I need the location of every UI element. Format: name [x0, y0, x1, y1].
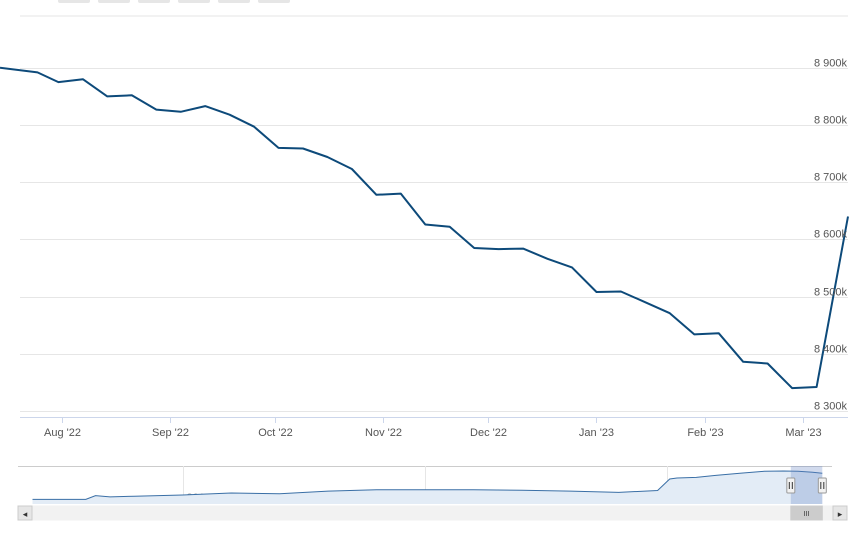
x-tick-label: Feb '23 [687, 427, 723, 439]
navigator-left-handle[interactable] [786, 477, 796, 494]
navigator-series-line [32, 470, 823, 500]
scrollbar-thumb[interactable]: III [790, 505, 823, 521]
y-tick-label: 8 700k [814, 172, 848, 184]
y-tick-label: 8 600k [814, 229, 848, 241]
x-axis: Aug '22 Sep '22 Oct '22 Nov '22 Dec '22 Jan '… [20, 417, 848, 439]
x-tick-label: Dec '22 [470, 427, 507, 439]
x-tick-label: Aug '22 [44, 427, 81, 439]
series-line [0, 66, 849, 390]
scrollbar-right-arrow-icon: ▸ [838, 509, 843, 519]
plot-area [0, 66, 849, 390]
range-button[interactable] [98, 0, 130, 3]
scrollbar-right-button[interactable]: ▸ [832, 505, 848, 521]
navigator-area [32, 471, 823, 504]
range-button[interactable] [218, 0, 250, 3]
x-tick-label: Jan '23 [579, 427, 614, 439]
range-button[interactable] [258, 0, 290, 3]
x-tick-label: Oct '22 [258, 427, 293, 439]
navigator[interactable]: 201020152020 [18, 466, 832, 504]
y-tick-label: 8 300k [814, 401, 848, 413]
y-tick-label: 8 900k [814, 58, 848, 70]
navigator-selection[interactable] [790, 466, 823, 504]
grid-lines [20, 15, 848, 412]
scrollbar-left-button[interactable]: ◂ [17, 505, 33, 521]
navigator-right-handle[interactable] [817, 477, 827, 494]
x-tick-label: Nov '22 [365, 427, 402, 439]
scrollbar-left-arrow-icon: ◂ [23, 509, 28, 519]
scrollbar-track[interactable] [17, 505, 848, 521]
range-button[interactable] [58, 0, 90, 3]
range-button[interactable] [178, 0, 210, 3]
y-axis: 8 300k 8 400k 8 500k 8 600k 8 700k 8 800k 8 90… [814, 58, 848, 413]
y-tick-label: 8 400k [814, 344, 848, 356]
x-tick-label: Mar '23 [785, 427, 821, 439]
range-selector-toolbar [58, 0, 290, 3]
scrollbar[interactable]: ◂ ▸ III [17, 505, 848, 521]
scrollbar-grip-icon: III [804, 511, 810, 518]
x-tick-label: Sep '22 [152, 427, 189, 439]
y-tick-label: 8 500k [814, 287, 848, 299]
y-tick-label: 8 800k [814, 115, 848, 127]
range-button[interactable] [138, 0, 170, 3]
